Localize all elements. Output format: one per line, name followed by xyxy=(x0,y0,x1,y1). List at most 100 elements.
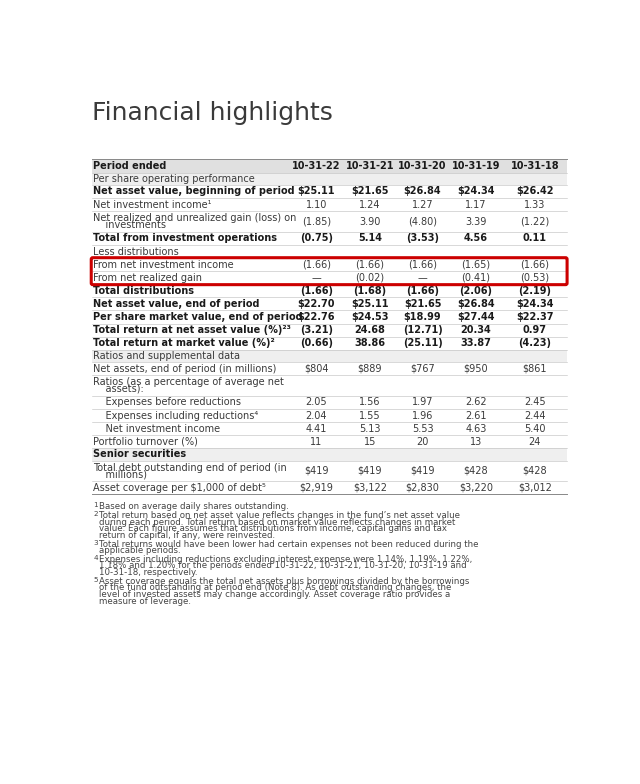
Text: Net investment income: Net investment income xyxy=(93,423,220,434)
Text: —: — xyxy=(312,273,321,283)
Text: measure of leverage.: measure of leverage. xyxy=(99,597,191,605)
Text: (0.53): (0.53) xyxy=(520,273,550,283)
Text: 4: 4 xyxy=(93,555,98,561)
Text: $3,122: $3,122 xyxy=(353,483,387,493)
Text: 5.14: 5.14 xyxy=(358,234,382,244)
Text: $804: $804 xyxy=(304,364,328,374)
Text: $25.11: $25.11 xyxy=(298,187,335,197)
Text: investments: investments xyxy=(93,220,166,230)
Text: 5.53: 5.53 xyxy=(412,423,433,434)
Text: (1.68): (1.68) xyxy=(353,286,387,296)
Text: 0.11: 0.11 xyxy=(523,234,547,244)
Text: $21.65: $21.65 xyxy=(404,299,442,309)
Text: 13: 13 xyxy=(470,437,482,447)
Text: 0.97: 0.97 xyxy=(523,325,547,335)
Text: of the fund outstanding at period end (Note 8). As debt outstanding changes, the: of the fund outstanding at period end (N… xyxy=(99,583,451,593)
Text: 1.96: 1.96 xyxy=(412,411,433,420)
Text: $24.53: $24.53 xyxy=(351,312,388,322)
Text: Total distributions: Total distributions xyxy=(93,286,194,296)
Text: millions): millions) xyxy=(93,470,147,480)
Bar xyxy=(92,448,566,461)
Text: (0.75): (0.75) xyxy=(300,234,333,244)
Text: 10-31-22: 10-31-22 xyxy=(292,161,340,171)
Text: Per share market value, end of period: Per share market value, end of period xyxy=(93,312,303,322)
Text: $3,012: $3,012 xyxy=(518,483,552,493)
Text: 2.62: 2.62 xyxy=(465,397,487,408)
Text: 1.56: 1.56 xyxy=(359,397,381,408)
Text: Senior securities: Senior securities xyxy=(93,449,186,459)
Text: 2.04: 2.04 xyxy=(306,411,327,420)
Text: 10-31-18: 10-31-18 xyxy=(511,161,559,171)
Text: 10-31-21: 10-31-21 xyxy=(346,161,394,171)
Text: 1.17: 1.17 xyxy=(465,200,487,209)
Text: (25.11): (25.11) xyxy=(403,338,442,348)
Text: (2.19): (2.19) xyxy=(518,286,552,296)
Text: 1.24: 1.24 xyxy=(359,200,381,209)
Text: $22.37: $22.37 xyxy=(516,312,554,322)
Text: Expenses before reductions: Expenses before reductions xyxy=(93,397,241,408)
Text: 5.13: 5.13 xyxy=(359,423,381,434)
Text: Net investment income¹: Net investment income¹ xyxy=(93,200,212,209)
Text: Based on average daily shares outstanding.: Based on average daily shares outstandin… xyxy=(99,503,289,511)
Text: Per share operating performance: Per share operating performance xyxy=(93,174,255,183)
Text: 15: 15 xyxy=(364,437,376,447)
Text: Less distributions: Less distributions xyxy=(93,246,179,256)
Text: 4.56: 4.56 xyxy=(464,234,488,244)
Text: 2: 2 xyxy=(93,511,98,517)
Text: 2.05: 2.05 xyxy=(305,397,327,408)
Text: 20.34: 20.34 xyxy=(461,325,492,335)
Text: value. Each figure assumes that distributions from income, capital gains and tax: value. Each figure assumes that distribu… xyxy=(99,524,447,533)
Text: return of capital, if any, were reinvested.: return of capital, if any, were reinvest… xyxy=(99,531,275,539)
Text: Total return based on net asset value reflects changes in the fund’s net asset v: Total return based on net asset value re… xyxy=(99,511,460,520)
Text: Ratios (as a percentage of average net: Ratios (as a percentage of average net xyxy=(93,377,284,387)
Text: $24.34: $24.34 xyxy=(457,187,495,197)
Text: Net realized and unrealized gain (loss) on: Net realized and unrealized gain (loss) … xyxy=(93,213,296,223)
Text: Financial highlights: Financial highlights xyxy=(92,101,333,125)
Text: Portfolio turnover (%): Portfolio turnover (%) xyxy=(93,437,198,447)
Text: 20: 20 xyxy=(417,437,429,447)
Text: (1.65): (1.65) xyxy=(461,260,491,270)
Text: Period ended: Period ended xyxy=(93,161,166,171)
Text: 10-31-20: 10-31-20 xyxy=(398,161,447,171)
Text: 1.33: 1.33 xyxy=(524,200,546,209)
Text: $22.76: $22.76 xyxy=(298,312,335,322)
Text: 1.97: 1.97 xyxy=(412,397,433,408)
Text: (0.66): (0.66) xyxy=(300,338,333,348)
Text: 24: 24 xyxy=(529,437,541,447)
Text: $3,220: $3,220 xyxy=(459,483,493,493)
Text: Net assets, end of period (in millions): Net assets, end of period (in millions) xyxy=(93,364,276,374)
Text: $2,830: $2,830 xyxy=(406,483,440,493)
Text: (1.66): (1.66) xyxy=(355,260,385,270)
Bar xyxy=(92,158,566,172)
Text: 1.55: 1.55 xyxy=(359,411,381,420)
Text: $18.99: $18.99 xyxy=(404,312,442,322)
Text: (1.66): (1.66) xyxy=(406,286,439,296)
Text: 3: 3 xyxy=(93,539,98,546)
Text: level of invested assets may change accordingly. Asset coverage ratio provides a: level of invested assets may change acco… xyxy=(99,590,450,599)
Text: 2.61: 2.61 xyxy=(465,411,487,420)
Text: Total from investment operations: Total from investment operations xyxy=(93,234,277,244)
Text: (1.66): (1.66) xyxy=(300,286,333,296)
Text: Total return at market value (%)²: Total return at market value (%)² xyxy=(93,338,275,348)
Text: (4.80): (4.80) xyxy=(408,216,437,227)
Text: (1.66): (1.66) xyxy=(302,260,331,270)
Text: $428: $428 xyxy=(523,466,547,476)
Text: $25.11: $25.11 xyxy=(351,299,388,309)
Text: 1: 1 xyxy=(93,503,98,508)
Text: (3.53): (3.53) xyxy=(406,234,439,244)
Text: $767: $767 xyxy=(410,364,435,374)
Text: (2.06): (2.06) xyxy=(460,286,493,296)
Text: $26.84: $26.84 xyxy=(457,299,495,309)
Bar xyxy=(92,350,566,362)
Text: 2.44: 2.44 xyxy=(524,411,546,420)
Text: $861: $861 xyxy=(523,364,547,374)
Text: 3.90: 3.90 xyxy=(359,216,381,227)
Text: (1.22): (1.22) xyxy=(520,216,550,227)
Text: $26.84: $26.84 xyxy=(404,187,442,197)
Text: Expenses including reductions excluding interest expense were 1.14%, 1.19%, 1.22: Expenses including reductions excluding … xyxy=(99,555,472,564)
Text: 10-31-18, respectively.: 10-31-18, respectively. xyxy=(99,568,197,577)
Text: $889: $889 xyxy=(358,364,382,374)
Text: $22.70: $22.70 xyxy=(298,299,335,309)
Text: $428: $428 xyxy=(464,466,488,476)
Text: applicable periods.: applicable periods. xyxy=(99,546,180,555)
